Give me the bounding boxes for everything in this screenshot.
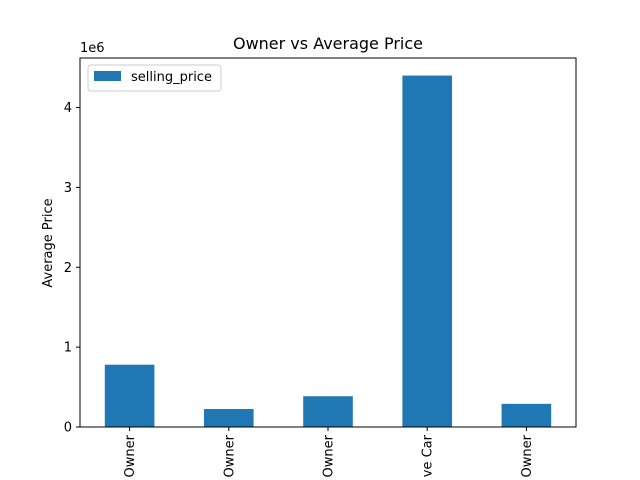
legend: selling_price bbox=[87, 64, 222, 92]
y-tick-label: 2 bbox=[64, 261, 72, 276]
y-tick-label: 4 bbox=[64, 101, 72, 116]
bar-3 bbox=[402, 75, 452, 428]
y-tick-label: 0 bbox=[64, 421, 72, 436]
plot-frame bbox=[79, 57, 577, 428]
bar-0 bbox=[104, 364, 155, 427]
x-tick-label: ve Car bbox=[421, 434, 436, 477]
x-axis: Owner Owner Owner ve Car Owner bbox=[123, 427, 535, 477]
y-axis-label: Average Price bbox=[41, 198, 56, 287]
x-tick-label: Owner bbox=[322, 434, 337, 477]
bars-group bbox=[104, 75, 552, 428]
y-offset-label: 1e6 bbox=[80, 41, 105, 56]
chart-title: Owner vs Average Price bbox=[233, 34, 423, 53]
x-tick-label: Owner bbox=[123, 434, 138, 477]
x-tick-label: Owner bbox=[520, 434, 535, 477]
bar-1 bbox=[204, 409, 254, 427]
y-tick-label: 3 bbox=[64, 181, 72, 196]
legend-label: selling_price bbox=[131, 70, 212, 85]
bar-4 bbox=[501, 403, 552, 427]
legend-box bbox=[87, 64, 222, 92]
legend-swatch bbox=[94, 71, 121, 81]
bar-2 bbox=[303, 396, 353, 427]
x-tick-label: Owner bbox=[222, 434, 237, 477]
y-tick-label: 1 bbox=[64, 341, 72, 356]
y-axis: 0 1 2 3 4 bbox=[64, 101, 80, 436]
